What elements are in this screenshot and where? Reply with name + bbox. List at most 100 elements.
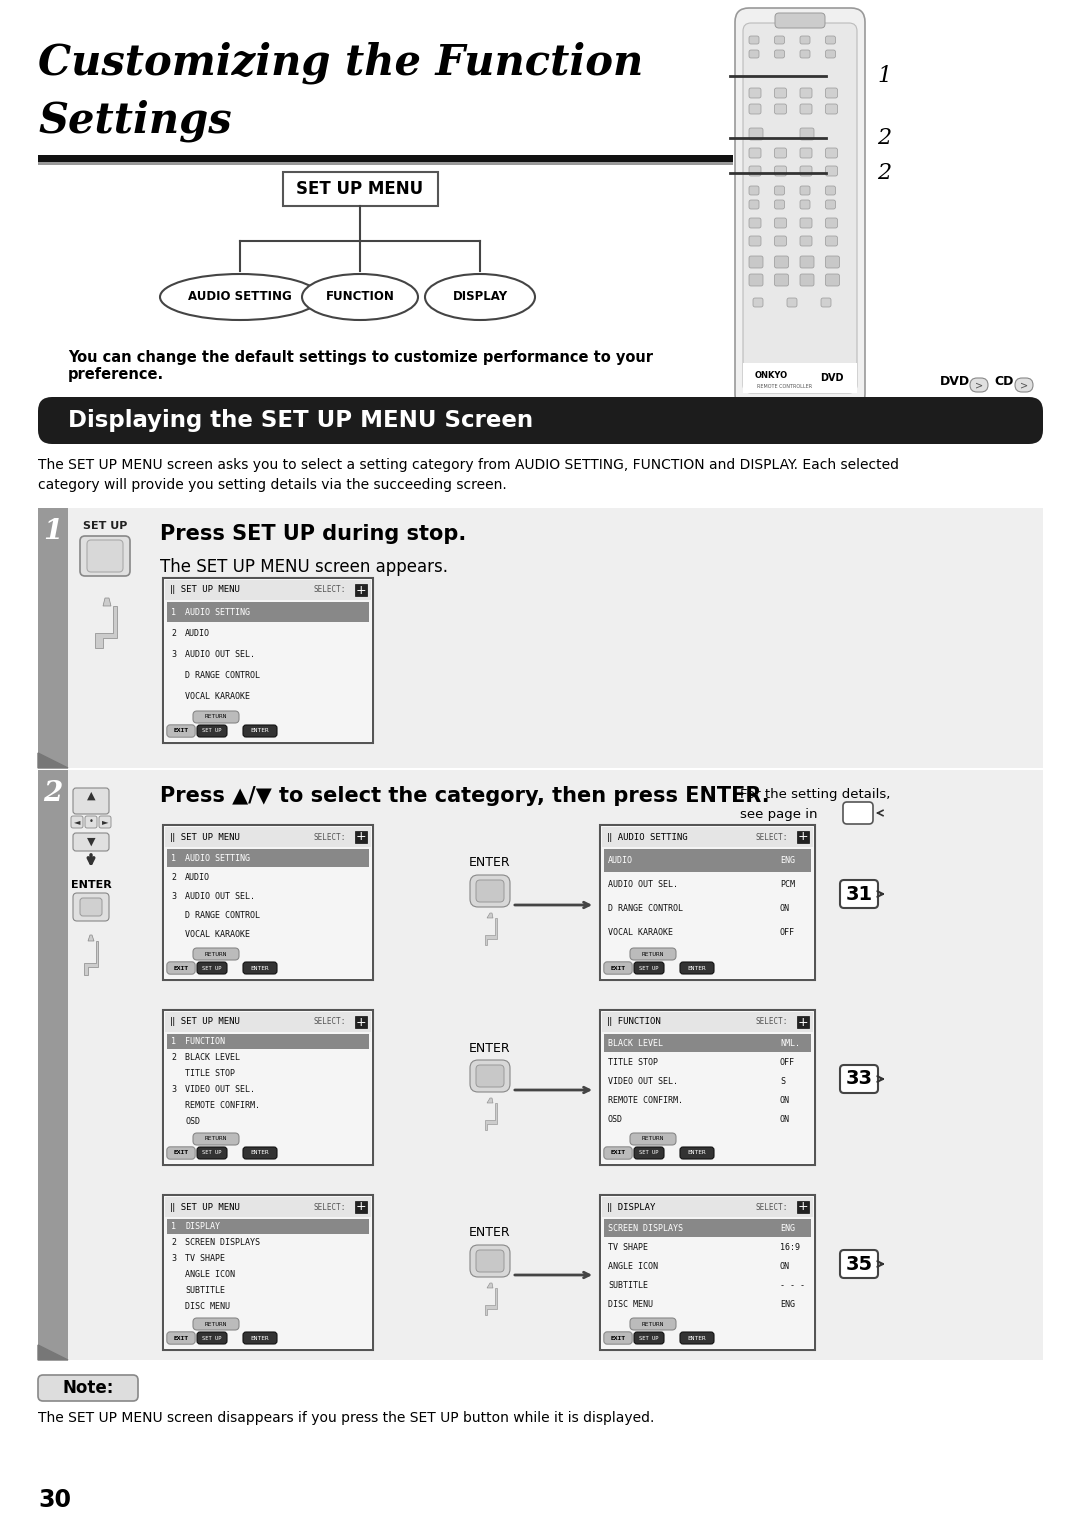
FancyBboxPatch shape [167, 1332, 195, 1345]
Text: CD: CD [994, 374, 1013, 388]
Bar [165, 1196, 372, 1348]
FancyBboxPatch shape [800, 257, 814, 267]
Text: DISPLAY: DISPLAY [185, 1222, 220, 1232]
FancyBboxPatch shape [634, 1148, 664, 1160]
Text: VOCAL KARAOKE: VOCAL KARAOKE [185, 931, 249, 940]
Text: VIDEO OUT SEL.: VIDEO OUT SEL. [185, 1085, 255, 1094]
Text: ON: ON [780, 905, 789, 912]
Bar [283, 173, 438, 206]
Bar [602, 1196, 813, 1216]
Bar [38, 162, 733, 165]
Text: EXIT: EXIT [174, 966, 189, 970]
Text: Displaying the SET UP MENU Screen: Displaying the SET UP MENU Screen [68, 408, 534, 431]
Text: SET UP MENU: SET UP MENU [296, 180, 423, 199]
Text: ENTER: ENTER [251, 729, 269, 733]
Text: ENTER: ENTER [688, 1151, 706, 1155]
FancyBboxPatch shape [604, 1332, 632, 1345]
Text: ‖ DISPLAY: ‖ DISPLAY [607, 1203, 656, 1212]
Bar [167, 850, 369, 866]
Text: EXIT: EXIT [610, 1335, 625, 1340]
Text: 2: 2 [171, 872, 176, 882]
Text: 35: 35 [846, 1254, 873, 1273]
FancyBboxPatch shape [825, 37, 836, 44]
Bar [165, 581, 372, 741]
FancyBboxPatch shape [193, 1132, 239, 1144]
FancyBboxPatch shape [604, 963, 632, 973]
Text: AUDIO: AUDIO [185, 872, 210, 882]
Text: SET UP: SET UP [639, 1335, 659, 1340]
Text: ON: ON [780, 1262, 789, 1271]
FancyBboxPatch shape [193, 1319, 239, 1329]
Polygon shape [84, 941, 98, 975]
Text: category will provide you setting details via the succeeding screen.: category will provide you setting detail… [38, 478, 507, 492]
Text: 3: 3 [171, 1254, 176, 1264]
Text: 2: 2 [877, 162, 891, 183]
Text: D RANGE CONTROL: D RANGE CONTROL [185, 911, 260, 920]
FancyBboxPatch shape [840, 880, 878, 908]
Bar [167, 1034, 369, 1048]
Text: EXIT: EXIT [174, 729, 189, 733]
Text: RETURN: RETURN [642, 1137, 664, 1141]
Text: 33: 33 [846, 1070, 873, 1088]
Bar [38, 507, 1043, 769]
Text: ‖ AUDIO SETTING: ‖ AUDIO SETTING [607, 833, 688, 842]
FancyBboxPatch shape [800, 37, 810, 44]
FancyBboxPatch shape [73, 833, 109, 851]
FancyBboxPatch shape [470, 1245, 510, 1277]
Text: SUBTITLE: SUBTITLE [608, 1280, 648, 1290]
FancyBboxPatch shape [750, 167, 761, 176]
FancyBboxPatch shape [774, 200, 784, 209]
Polygon shape [485, 1103, 497, 1131]
FancyBboxPatch shape [197, 1332, 227, 1345]
Text: OSD: OSD [185, 1117, 200, 1126]
FancyBboxPatch shape [243, 1148, 276, 1160]
Text: AUDIO OUT SEL.: AUDIO OUT SEL. [185, 892, 255, 902]
Text: NML.: NML. [780, 1039, 800, 1048]
Text: ENTER: ENTER [251, 1335, 269, 1340]
Polygon shape [485, 918, 497, 944]
FancyBboxPatch shape [774, 235, 786, 246]
Text: You can change the default settings to customize performance to your
preference.: You can change the default settings to c… [68, 350, 653, 382]
Text: ANGLE ICON: ANGLE ICON [608, 1262, 658, 1271]
Text: 1: 1 [171, 1038, 176, 1047]
Text: ▲: ▲ [86, 792, 95, 801]
FancyBboxPatch shape [840, 1250, 878, 1277]
FancyBboxPatch shape [1015, 377, 1032, 393]
FancyBboxPatch shape [750, 186, 759, 196]
Text: 3: 3 [171, 649, 176, 659]
Bar [604, 850, 811, 872]
FancyBboxPatch shape [800, 219, 812, 228]
Bar [165, 1012, 372, 1163]
FancyBboxPatch shape [87, 539, 123, 571]
Text: Press ▲/▼ to select the category, then press ENTER.: Press ▲/▼ to select the category, then p… [160, 785, 770, 805]
FancyBboxPatch shape [197, 1148, 227, 1160]
Text: ‖ FUNCTION: ‖ FUNCTION [607, 1018, 661, 1027]
Text: AUDIO SETTING: AUDIO SETTING [188, 290, 292, 304]
Text: 1: 1 [171, 854, 176, 863]
Text: 2: 2 [171, 1238, 176, 1247]
FancyBboxPatch shape [73, 788, 109, 814]
Polygon shape [485, 1288, 497, 1316]
FancyBboxPatch shape [825, 257, 839, 267]
Text: ENG: ENG [780, 856, 795, 865]
FancyBboxPatch shape [774, 89, 786, 98]
Text: RETURN: RETURN [205, 715, 227, 720]
Text: RETURN: RETURN [205, 1322, 227, 1326]
Text: The SET UP MENU screen appears.: The SET UP MENU screen appears. [160, 558, 448, 576]
Text: +: + [798, 1016, 808, 1028]
FancyBboxPatch shape [38, 397, 1043, 445]
Text: OSD: OSD [608, 1115, 623, 1125]
Polygon shape [487, 1284, 492, 1288]
Text: EXIT: EXIT [610, 1151, 625, 1155]
FancyBboxPatch shape [197, 963, 227, 973]
Text: PCM: PCM [780, 880, 795, 889]
Ellipse shape [302, 274, 418, 319]
Bar [355, 584, 367, 596]
FancyBboxPatch shape [99, 816, 111, 828]
Text: TITLE STOP: TITLE STOP [608, 1057, 658, 1067]
Bar [163, 1010, 373, 1164]
Text: Settings: Settings [38, 99, 231, 142]
Text: OFF: OFF [780, 927, 795, 937]
Text: TV SHAPE: TV SHAPE [185, 1254, 225, 1264]
FancyBboxPatch shape [825, 200, 836, 209]
